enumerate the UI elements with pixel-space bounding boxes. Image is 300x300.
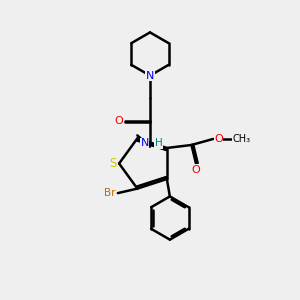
- Text: S: S: [109, 157, 116, 170]
- Text: N: N: [140, 138, 149, 148]
- Text: N: N: [146, 70, 154, 81]
- Text: CH₃: CH₃: [232, 134, 250, 144]
- Text: H: H: [154, 138, 162, 148]
- Text: Br: Br: [104, 188, 115, 198]
- Text: O: O: [214, 134, 223, 144]
- Text: O: O: [115, 116, 124, 126]
- Text: O: O: [192, 165, 200, 175]
